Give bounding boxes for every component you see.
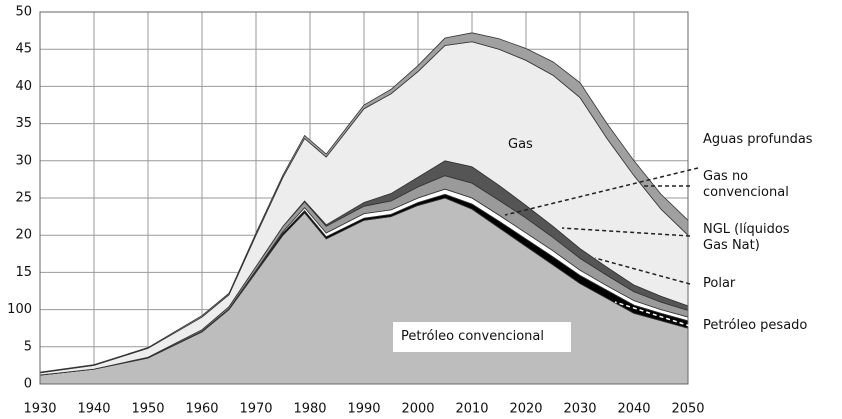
series-label: Petróleo convencional [401, 329, 544, 344]
label-box [393, 322, 571, 352]
x-tick-label: 1970 [239, 402, 272, 417]
x-tick-label: 1940 [77, 402, 110, 417]
x-tick-label: 2000 [401, 402, 434, 417]
y-tick-label: 35 [15, 116, 32, 131]
x-tick-label: 2050 [671, 402, 704, 417]
y-tick-label: 45 [15, 42, 32, 57]
x-tick-label: 1930 [23, 402, 56, 417]
leader-line [614, 301, 691, 327]
x-tick-label: 1980 [293, 402, 326, 417]
y-tick-label: 25 [15, 191, 32, 206]
y-tick-label: 0 [24, 377, 32, 392]
leader-line [594, 257, 691, 285]
x-tick-label: 2010 [455, 402, 488, 417]
x-tick-label: 1990 [347, 402, 380, 417]
y-tick-label: 5 [24, 339, 32, 354]
series-label: NGL (líquidos Gas Nat) [703, 222, 790, 253]
leader-line [561, 227, 691, 237]
y-tick-label: 30 [15, 153, 32, 168]
y-tick-label: 15 [15, 265, 32, 280]
y-tick-label: 20 [15, 228, 32, 243]
leader-line [504, 167, 699, 216]
y-tick-label: 100 [7, 302, 32, 317]
x-tick-label: 1960 [185, 402, 218, 417]
x-tick-label: 2030 [563, 402, 596, 417]
series-label: Polar [703, 276, 736, 291]
y-tick-label: 40 [15, 79, 32, 94]
x-tick-label: 2040 [617, 402, 650, 417]
x-tick-label: 2020 [509, 402, 542, 417]
series-label: Gas [508, 137, 533, 152]
series-label: Petróleo pesado [703, 318, 808, 333]
y-tick-label: 50 [15, 5, 32, 20]
series-label: Aguas profundas [703, 132, 813, 147]
x-tick-label: 1950 [131, 402, 164, 417]
series-label: Gas no convencional [703, 169, 789, 200]
plot-frame [39, 11, 689, 385]
